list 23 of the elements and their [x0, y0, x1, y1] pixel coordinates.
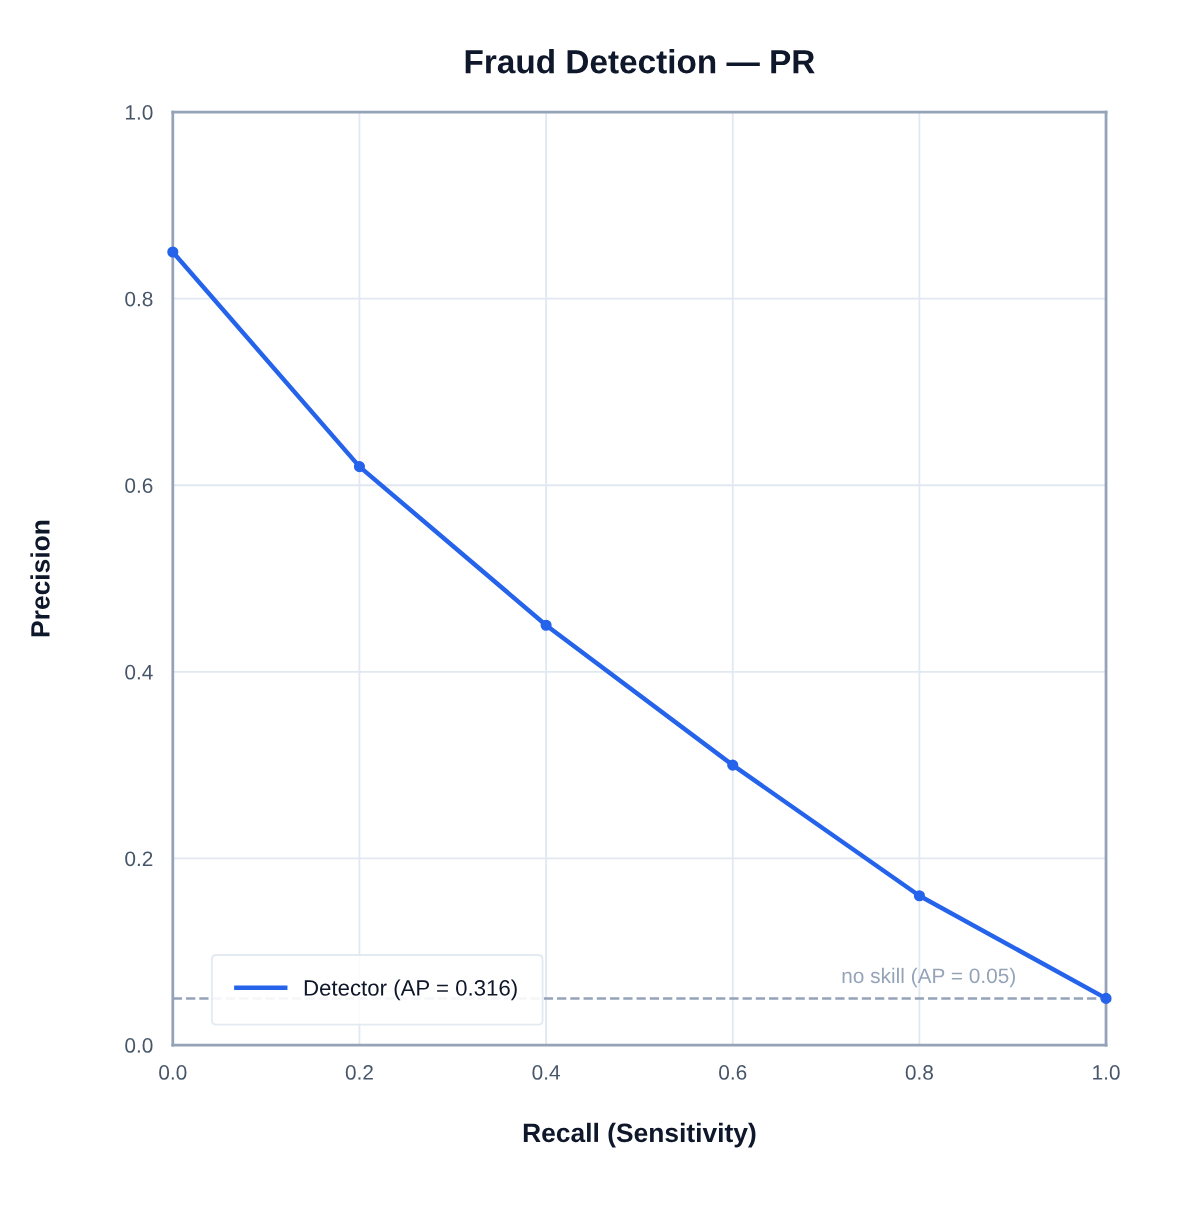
y-tick-label: 0.8	[125, 291, 153, 307]
y-tick-label: 0.0	[125, 1038, 153, 1053]
x-axis-title: Recall (Sensitivity)	[523, 1122, 756, 1148]
x-tick-label: 0.8	[905, 1065, 933, 1080]
y-tick-label: 0.2	[125, 851, 153, 867]
x-tick-label: 0.0	[159, 1065, 187, 1080]
x-tick-label: 0.6	[719, 1065, 747, 1080]
chart-title: Fraud Detection — PR	[465, 49, 815, 74]
legend-label: Detector (AP = 0.316)	[304, 979, 517, 1001]
point	[353, 461, 366, 473]
point	[913, 890, 925, 902]
point	[540, 619, 552, 631]
x-tick-label: 1.0	[1093, 1065, 1120, 1080]
y-tick-label: 1.0	[125, 105, 153, 120]
point	[727, 759, 739, 771]
x-tick-label: 0.4	[532, 1065, 560, 1080]
x-tick-label: 0.2	[345, 1065, 373, 1080]
y-tick-label: 0.6	[125, 478, 153, 494]
y-tick-label: 0.4	[125, 664, 153, 680]
point	[167, 246, 179, 258]
y-axis-title: Precision	[30, 520, 50, 637]
point	[1100, 992, 1112, 1004]
ref-line-label: no skill (AP = 0.05)	[842, 967, 1015, 988]
